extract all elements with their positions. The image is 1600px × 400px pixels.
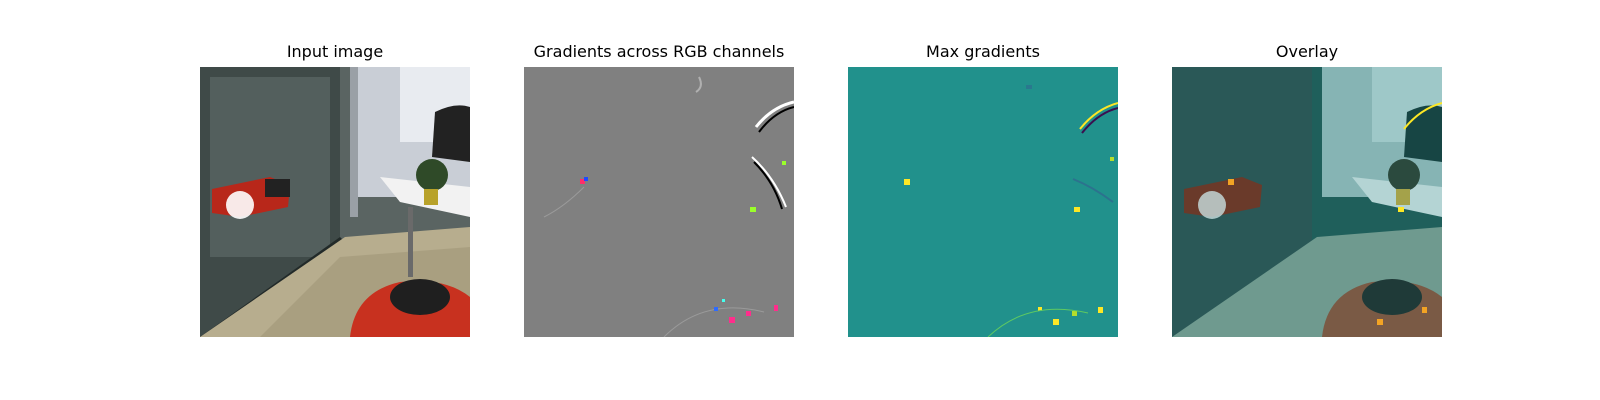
- panel-title-max: Max gradients: [926, 42, 1040, 61]
- panel-max-gradients: Max gradients: [848, 0, 1118, 400]
- panel-title-gradients: Gradients across RGB channels: [533, 42, 785, 61]
- input-image: [200, 67, 470, 337]
- panel-input-image: Input image: [200, 0, 470, 400]
- overlay-image: [1172, 67, 1442, 337]
- panel-overlay: Overlay: [1172, 0, 1442, 400]
- gradients-image: [524, 67, 794, 337]
- panel-gradients-rgb: Gradients across RGB channels: [524, 0, 794, 400]
- max-gradients-image: [848, 67, 1118, 337]
- panel-title-input: Input image: [286, 42, 384, 61]
- panel-title-overlay: Overlay: [1275, 42, 1339, 61]
